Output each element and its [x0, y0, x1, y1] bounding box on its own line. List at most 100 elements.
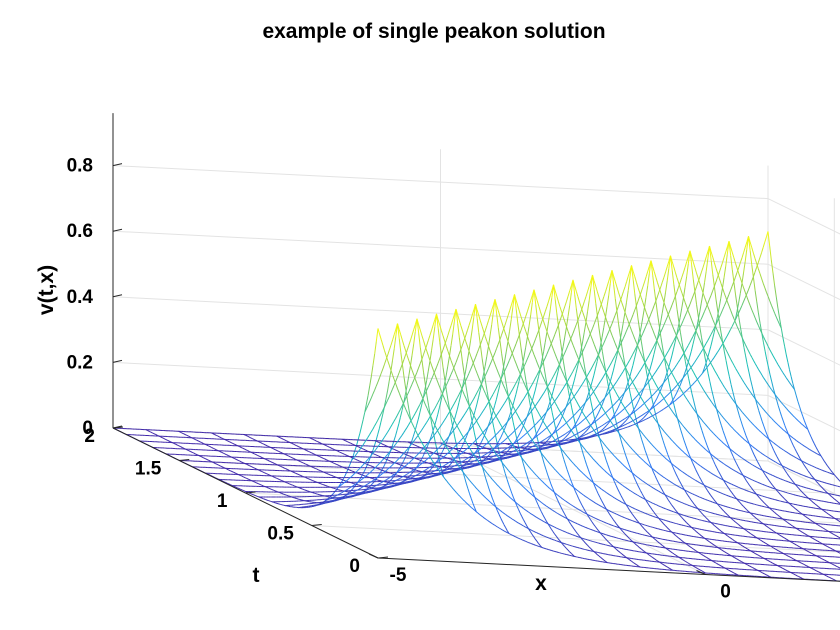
mesh-line-const-x	[640, 391, 643, 397]
mesh-line-const-x	[812, 440, 815, 445]
mesh-line-const-x	[628, 509, 632, 513]
mesh-line-const-x	[791, 441, 794, 446]
mesh-line-const-t	[596, 427, 599, 430]
x-gridline	[767, 165, 840, 497]
mesh-line-const-x	[227, 455, 231, 457]
mesh-line-const-x	[740, 560, 744, 563]
mesh-line-const-t	[553, 445, 556, 447]
mesh-line-const-t	[757, 268, 761, 274]
mesh-line-const-x	[351, 443, 355, 446]
mesh-line-const-x	[749, 485, 752, 489]
mesh-line-const-x	[604, 425, 607, 428]
mesh-line-const-x	[235, 486, 238, 489]
mesh-line-const-t	[706, 364, 710, 368]
mesh-line-const-x	[349, 460, 352, 465]
mesh-line-const-x	[684, 361, 688, 371]
mesh-line-const-t	[583, 434, 586, 437]
mesh-line-const-x	[726, 552, 729, 555]
mesh-line-const-x	[625, 454, 628, 461]
mesh-line-const-t	[653, 392, 656, 395]
mesh-line-const-t	[561, 442, 564, 445]
mesh-line-const-x	[279, 437, 282, 439]
mesh-line-const-x	[803, 563, 806, 566]
mesh-line-const-x	[298, 446, 301, 448]
mesh-line-const-x	[595, 552, 598, 555]
mesh-line-const-x	[798, 561, 801, 563]
mesh-line-const-x	[315, 440, 319, 443]
mesh-line-const-t	[666, 405, 669, 408]
mesh-line-const-x	[221, 451, 224, 454]
mesh-line-const-x	[372, 353, 376, 366]
mesh-line-const-x	[713, 499, 716, 503]
mesh-line-const-x	[490, 493, 493, 499]
mesh-line-const-t	[758, 369, 761, 373]
mesh-line-const-x	[533, 425, 537, 433]
mesh-line-const-x	[276, 450, 280, 452]
mesh-line-const-x	[722, 550, 725, 553]
mesh-line-const-x	[790, 504, 793, 507]
mesh-line-const-x	[186, 449, 190, 452]
mesh-line-const-x	[184, 434, 188, 436]
mesh-line-const-x	[686, 522, 689, 525]
mesh-line-const-x	[563, 459, 566, 465]
mesh-line-const-x	[777, 490, 780, 494]
mesh-line-const-x	[533, 536, 536, 540]
mesh-line-const-x	[278, 436, 281, 439]
mesh-line-const-x	[611, 516, 614, 520]
mesh-line-const-x	[783, 468, 786, 472]
mesh-line-const-x	[682, 287, 686, 299]
mesh-line-const-x	[437, 407, 440, 415]
mesh-line-const-x	[266, 486, 269, 489]
mesh-line-const-x	[665, 565, 669, 568]
mesh-line-const-x	[474, 443, 477, 446]
mesh-line-const-t	[618, 426, 622, 428]
mesh-line-const-x	[706, 557, 709, 560]
mesh-line-const-x	[407, 455, 410, 457]
mesh-line-const-x	[236, 459, 239, 461]
mesh-line-const-x	[668, 383, 672, 392]
mesh-line-const-x	[307, 490, 310, 492]
mesh-line-const-x	[806, 517, 810, 520]
mesh-line-const-x	[397, 474, 400, 477]
mesh-line-const-x	[383, 444, 386, 446]
mesh-line-const-x	[771, 529, 774, 532]
mesh-line-const-x	[826, 575, 829, 578]
mesh-line-const-t	[723, 251, 727, 258]
mesh-line-const-x	[742, 545, 745, 548]
mesh-line-const-x	[300, 475, 303, 477]
mesh-line-const-x	[409, 442, 412, 444]
mesh-line-const-x	[332, 448, 335, 451]
mesh-line-const-x	[435, 453, 438, 456]
mesh-line-const-t	[702, 311, 705, 316]
mesh-line-const-x	[348, 441, 351, 444]
mesh-line-const-x	[733, 540, 737, 543]
mesh-line-const-x	[505, 341, 509, 353]
mesh-line-const-x	[663, 523, 666, 527]
mesh-line-const-t	[705, 251, 709, 258]
mesh-line-const-x	[178, 445, 181, 448]
mesh-line-const-x	[478, 445, 481, 447]
mesh-line-const-t	[689, 385, 692, 389]
mesh-line-const-t	[797, 420, 800, 423]
mesh-line-const-t	[735, 322, 738, 327]
mesh-line-const-x	[575, 366, 579, 374]
mesh-line-const-x	[505, 527, 508, 531]
mesh-line-const-x	[484, 430, 487, 436]
mesh-line-const-x	[825, 545, 828, 548]
mesh-line-const-x	[587, 385, 591, 395]
mesh-line-const-t	[628, 402, 632, 405]
mesh-line-const-x	[270, 500, 273, 503]
mesh-line-const-t	[774, 358, 777, 363]
mesh-line-const-x	[603, 536, 606, 539]
mesh-line-const-t	[555, 444, 558, 447]
mesh-line-const-x	[200, 455, 203, 458]
mesh-line-const-x	[645, 285, 649, 298]
mesh-line-const-x	[614, 521, 617, 525]
mesh-line-const-x	[622, 498, 625, 502]
mesh-line-const-x	[555, 535, 559, 539]
mesh-line-const-t	[790, 384, 794, 388]
mesh-line-const-x	[674, 508, 677, 512]
mesh-line-const-t	[710, 290, 714, 296]
mesh-line-const-x	[737, 409, 740, 416]
mesh-line-const-x	[625, 418, 628, 422]
